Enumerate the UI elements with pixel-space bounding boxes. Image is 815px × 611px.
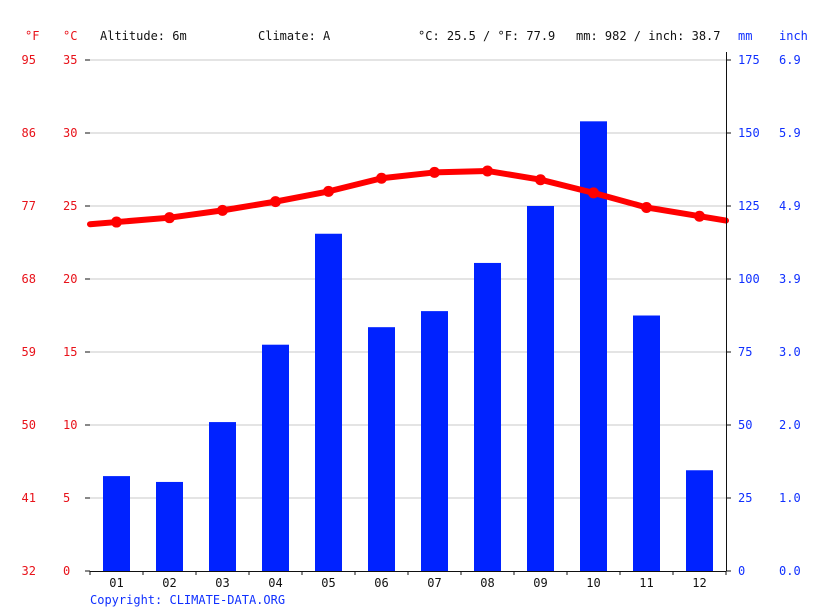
inch-tick-label: 5.9 [779,126,801,140]
celsius-tick-label: 25 [63,199,77,213]
mm-tick-label: 175 [738,53,760,67]
mm-tick-label: 50 [738,418,752,432]
unit-celsius-label: °C [63,29,77,43]
inch-tick-label: 4.9 [779,199,801,213]
precipitation-bar [686,470,713,571]
fahrenheit-tick-label: 77 [22,199,36,213]
fahrenheit-tick-label: 50 [22,418,36,432]
mm-tick-label: 0 [738,564,745,578]
temperature-point [535,174,546,186]
temperature-point [694,210,705,222]
celsius-tick-label: 0 [63,564,70,578]
precipitation-bar [527,206,554,571]
celsius-tick-label: 5 [63,491,70,505]
month-label: 05 [321,576,335,590]
precipitation-bar [262,344,289,571]
inch-tick-label: 6.9 [779,53,801,67]
precipitation-bar [315,233,342,572]
axis-tick-labels: 3241505968778695051015202530350255075100… [22,53,801,590]
grid-lines [90,59,726,499]
temperature-point [641,201,652,213]
precipitation-bar [633,315,660,571]
fahrenheit-tick-label: 32 [22,564,36,578]
celsius-tick-label: 30 [63,126,77,140]
month-label: 03 [215,576,229,590]
temperature-line [87,165,729,228]
celsius-tick-label: 15 [63,345,77,359]
month-label: 06 [374,576,388,590]
fahrenheit-tick-label: 68 [22,272,36,286]
month-label: 09 [533,576,547,590]
mm-tick-label: 75 [738,345,752,359]
precipitation-bar [368,327,395,571]
unit-fahrenheit-label: °F [25,29,39,43]
month-label: 07 [427,576,441,590]
month-label: 01 [109,576,123,590]
month-label: 12 [692,576,706,590]
climate-label: Climate: A [258,29,331,43]
temperature-point [323,185,334,197]
unit-inch-label: inch [779,29,808,43]
month-label: 04 [268,576,282,590]
altitude-label: Altitude: 6m [100,29,187,43]
temperature-point [482,165,493,177]
mm-tick-label: 100 [738,272,760,286]
precipitation-bar [209,422,236,571]
month-label: 10 [586,576,600,590]
axes [85,52,731,575]
mm-tick-label: 125 [738,199,760,213]
total-precipitation-label: mm: 982 / inch: 38.7 [576,29,721,43]
average-temperature-label: °C: 25.5 / °F: 77.9 [418,29,555,43]
mm-tick-label: 25 [738,491,752,505]
month-label: 11 [639,576,653,590]
fahrenheit-tick-label: 59 [22,345,36,359]
precipitation-bars [103,121,713,572]
celsius-tick-label: 10 [63,418,77,432]
precipitation-bar [474,262,501,571]
inch-tick-label: 2.0 [779,418,801,432]
temperature-point [588,187,599,199]
temperature-point [111,216,122,228]
temperature-point [164,212,175,224]
unit-mm-label: mm [738,29,752,43]
copyright-label: Copyright: CLIMATE-DATA.ORG [90,593,285,607]
month-label: 02 [162,576,176,590]
mm-tick-label: 150 [738,126,760,140]
temperature-point [270,196,281,208]
fahrenheit-tick-label: 86 [22,126,36,140]
inch-tick-label: 0.0 [779,564,801,578]
temperature-point [429,166,440,178]
precipitation-bar [156,481,183,571]
precipitation-bar [421,311,448,571]
celsius-tick-label: 20 [63,272,77,286]
fahrenheit-tick-label: 95 [22,53,36,67]
fahrenheit-tick-label: 41 [22,491,36,505]
temperature-point [217,204,228,216]
month-label: 08 [480,576,494,590]
temperature-point [376,172,387,184]
celsius-tick-label: 35 [63,53,77,67]
inch-tick-label: 1.0 [779,491,801,505]
temperature-line-path [87,167,729,228]
inch-tick-label: 3.0 [779,345,801,359]
precipitation-bar [103,476,130,571]
inch-tick-label: 3.9 [779,272,801,286]
